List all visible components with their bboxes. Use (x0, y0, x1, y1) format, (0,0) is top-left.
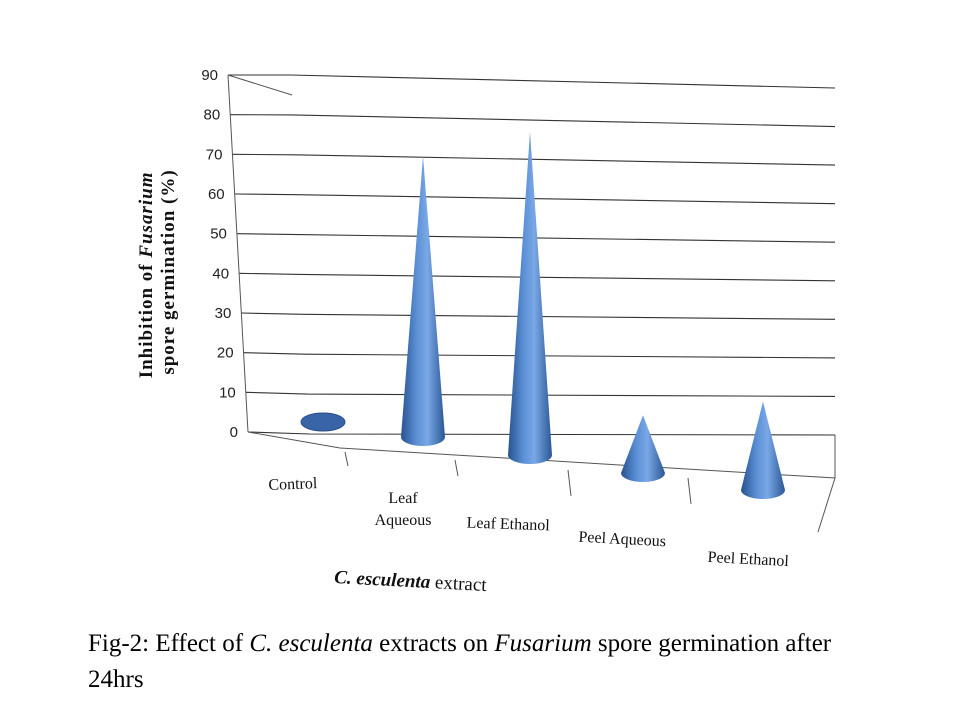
x-tick-labels: Control Leaf Aqueous Leaf Ethanol Peel Aqueo… (268, 475, 790, 570)
y-axis-label: Inhibition of Fusarium spore germination… (136, 166, 179, 379)
cone-mark (621, 415, 665, 482)
y-tick-label: 40 (212, 265, 229, 282)
figure-caption: Fig-2: Effect of C. esculenta extracts o… (88, 630, 832, 693)
x-tick-label: Control (268, 475, 318, 494)
chart: 0 10 20 30 40 50 60 70 80 90 Control Leaf Aqueous Le… (136, 67, 836, 596)
y-axis-label-line1: Inhibition of Fusarium (136, 171, 157, 378)
y-tick-label: 30 (215, 305, 232, 322)
cone-body (621, 415, 665, 482)
y-tick-label: 50 (210, 226, 227, 243)
y-tick-label: 20 (217, 345, 234, 362)
gridline (243, 352, 836, 359)
cones (300, 131, 785, 499)
category-tick (344, 451, 349, 467)
cone-body (508, 131, 552, 464)
category-tick (567, 469, 572, 497)
cone-body (401, 156, 445, 446)
gridline (230, 114, 836, 128)
floor-front-edge (247, 431, 836, 533)
y-axis-label-line2: spore germination (%) (158, 169, 179, 374)
wall-depth-edge-top (227, 74, 293, 96)
y-tick-label: 90 (201, 67, 218, 84)
y-tick-label: 0 (230, 424, 238, 441)
axes (227, 74, 836, 533)
y-tick-label: 80 (204, 107, 221, 124)
gridline (234, 193, 836, 205)
gridline (228, 74, 836, 89)
gridline (236, 233, 836, 243)
y-tick-label: 60 (208, 186, 225, 203)
cone-mark (741, 401, 785, 499)
x-axis-label: C. esculenta extract (334, 567, 488, 596)
y-tick-label: 10 (219, 384, 236, 401)
cone-mark (508, 131, 552, 464)
x-tick-label: Peel Ethanol (707, 549, 790, 570)
category-tick (687, 477, 692, 505)
cone-base (300, 412, 346, 432)
cone-body (741, 401, 785, 499)
x-tick-label: Leaf Ethanol (466, 515, 550, 535)
category-tick (454, 459, 459, 477)
gridlines (228, 74, 836, 436)
cone-mark (300, 412, 346, 432)
x-tick-label: Peel Aqueous (578, 529, 666, 551)
gridline (232, 153, 836, 166)
y-tick-labels: 0 10 20 30 40 50 60 70 80 90 (201, 67, 238, 441)
back-wall-left-edge (227, 74, 249, 433)
gridline (239, 272, 836, 282)
cone-mark (401, 156, 445, 446)
x-tick-label: Leaf Aqueous (375, 490, 432, 529)
gridline (241, 312, 836, 320)
y-tick-label: 70 (206, 146, 223, 163)
gridline (245, 391, 836, 397)
gridline (247, 431, 836, 436)
